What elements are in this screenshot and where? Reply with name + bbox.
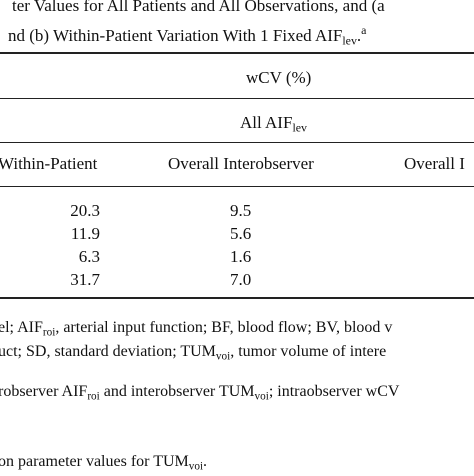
footnote-1a: el; AIF	[0, 319, 43, 336]
table-row-2-inter: 5.6	[230, 224, 251, 244]
caption-line-2-text: nd (b) Within-Patient Variation With 1 F…	[8, 26, 343, 46]
table-row-1-inter: 9.5	[230, 201, 251, 221]
caption-line-2-sub: lev	[342, 33, 357, 48]
column-header-rule	[0, 186, 474, 187]
caption-footnote-marker: a	[361, 23, 367, 37]
cell-value: 5.6	[230, 224, 252, 243]
table-row-3-within: 6.3	[40, 247, 100, 267]
table-bottom-rule	[0, 297, 474, 299]
col-header-overall-truncated: Overall I	[404, 154, 465, 174]
sub-header-sub: lev	[292, 120, 307, 135]
footnote-2a: uct; SD, standard deviation; TUM	[0, 343, 216, 360]
cell-value: 1.6	[230, 247, 252, 266]
footnote-line-3: robserver AIFroi and interobserver TUMvo…	[0, 382, 399, 406]
col-header-overall-interobserver: Overall Interobserver	[168, 154, 314, 174]
cell-value: 9.5	[230, 201, 252, 220]
caption-line-1-text: ter Values for All Patients and All Obse…	[12, 0, 385, 15]
col-header-overall-truncated-text: Overall I	[404, 154, 465, 173]
table-row-4-within: 31.7	[40, 270, 100, 290]
cell-value: 31.7	[70, 270, 100, 289]
col-header-within-patient: Within-Patient	[0, 154, 97, 174]
col-header-overall-interobserver-text: Overall Interobserver	[168, 154, 314, 173]
cell-value: 11.9	[70, 224, 100, 243]
footnote-2a-sub: voi	[215, 350, 231, 363]
footnote-line-1: el; AIFroi, arterial input function; BF,…	[0, 318, 392, 342]
sub-header-rule	[0, 142, 474, 143]
table-row-2-within: 11.9	[40, 224, 100, 244]
group-header-wcv: wCV (%)	[246, 68, 311, 88]
col-header-within-patient-text: Within-Patient	[0, 154, 98, 173]
footnote-line-2: uct; SD, standard deviation; TUMvoi, tum…	[0, 342, 386, 366]
footnote-3a-sub: roi	[87, 390, 100, 403]
sub-header-all-aif: All AIFlev	[240, 113, 307, 138]
footnote-line-4: on parameter values for TUMvoi.	[0, 452, 207, 476]
footnote-4a-sub: voi	[188, 460, 204, 473]
cell-value: 6.3	[78, 247, 100, 266]
footnote-1a-sub: roi	[42, 326, 56, 339]
footnote-1b: , arterial input function; BF, blood flo…	[55, 319, 393, 336]
footnote-3b-sub: voi	[254, 390, 269, 403]
group-header-text: wCV (%)	[246, 68, 312, 87]
caption-line-1: ter Values for All Patients and All Obse…	[12, 0, 385, 16]
caption-line-2-suffix: .	[356, 26, 362, 46]
cell-value: 7.0	[230, 270, 252, 289]
group-header-rule	[0, 98, 474, 99]
caption-line-2: nd (b) Within-Patient Variation With 1 F…	[8, 20, 366, 51]
cell-value: 20.3	[70, 201, 100, 220]
footnote-3c: ; intraobserver wCV	[268, 383, 400, 400]
footnote-4a: on parameter values for TUM	[0, 453, 189, 470]
footnote-4b: .	[203, 453, 208, 470]
table-row-4-inter: 7.0	[230, 270, 251, 290]
table-row-3-inter: 1.6	[230, 247, 251, 267]
table-row-1-within: 20.3	[40, 201, 100, 221]
footnote-3a: robserver AIF	[0, 383, 88, 400]
footnote-3b: and interobserver TUM	[99, 383, 255, 400]
sub-header-text: All AIF	[240, 113, 293, 132]
table-top-rule	[0, 52, 474, 54]
footnote-2b: , tumor volume of intere	[230, 343, 387, 360]
